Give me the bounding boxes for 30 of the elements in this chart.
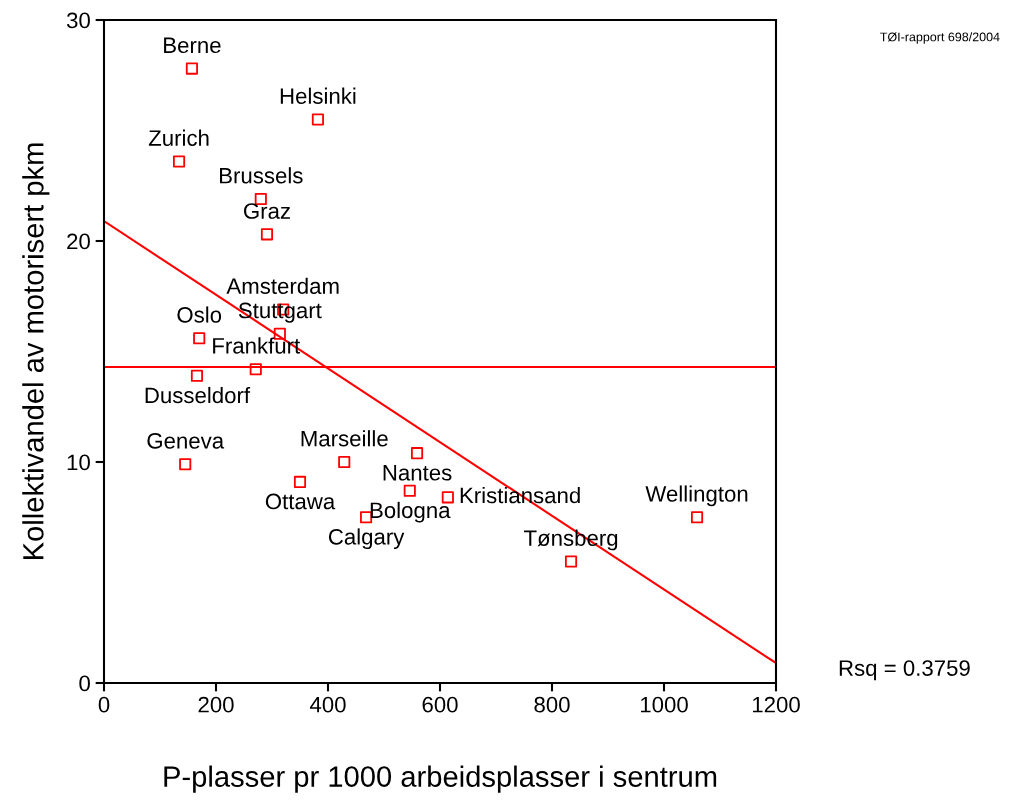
annotation: Calgary	[328, 528, 405, 550]
y-tick-label: 30	[66, 12, 90, 29]
annotation: Geneva	[147, 432, 225, 449]
x-tick-label: 0	[98, 696, 110, 713]
x-tick-label: 1000	[640, 696, 688, 713]
text: TØI-rapport 698/2004	[880, 32, 1000, 44]
text: Rsq = 0.3759	[839, 660, 970, 681]
x-tick-label: 400	[309, 696, 346, 713]
y-axis-title: Kollektivandel av motorisert pkm	[22, 143, 50, 560]
x-tick-label: 800	[534, 696, 570, 713]
y-tick-label: 0	[79, 675, 90, 692]
annotation: Wellington	[645, 485, 748, 507]
x-axis-title: P-plasser pr 1000 arbeidsplasser i sentrum	[164, 765, 717, 793]
x-tick-label: 200	[198, 696, 234, 713]
x-tick-label: 600	[422, 696, 458, 713]
annotation: Dusseldorf	[145, 386, 251, 404]
annotation: Helsinki	[280, 87, 356, 104]
annotation: Graz	[244, 203, 290, 219]
annotation: Ottawa	[265, 493, 336, 510]
annotation: Berne	[164, 37, 221, 54]
annotation: Oslo	[177, 306, 222, 323]
annotation: Marseille	[301, 430, 388, 447]
annotation: Nantes	[383, 465, 452, 481]
annotation: Brussels	[220, 167, 303, 184]
x-tick-label: 1200	[752, 696, 800, 713]
y-tick-label: 20	[67, 233, 90, 250]
annotation: Bologna	[370, 501, 451, 523]
annotation: Amsterdam	[226, 277, 339, 295]
y-tick-label: 10	[67, 454, 90, 471]
annotation: Zurich	[148, 129, 209, 146]
